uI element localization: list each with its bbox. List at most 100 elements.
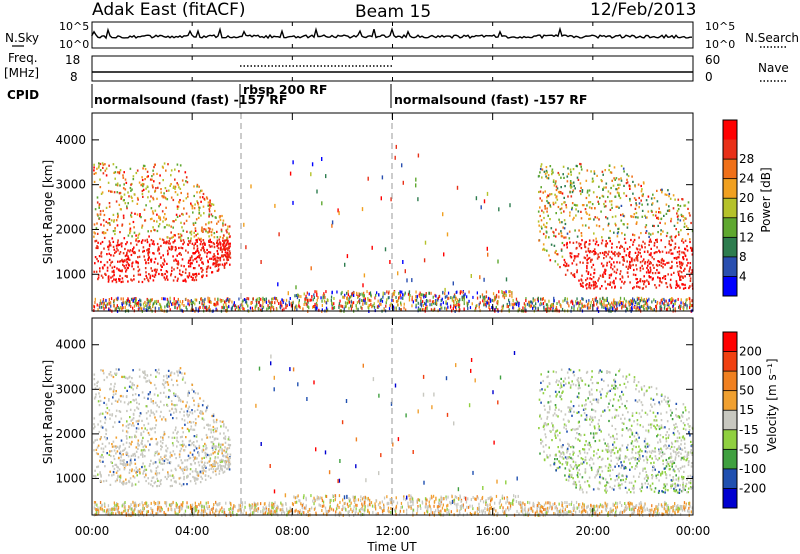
echo-cell xyxy=(509,303,511,307)
echo-cell xyxy=(677,297,679,301)
echo-cell xyxy=(134,454,137,458)
echo-cell xyxy=(566,269,569,272)
colorbar-tick-label: 20 xyxy=(739,191,754,205)
echo-cell xyxy=(186,459,189,462)
echo-cell xyxy=(128,471,131,474)
echo-cell xyxy=(166,377,168,380)
echo-cell xyxy=(609,192,612,195)
echo-cell xyxy=(225,242,228,245)
echo-cell xyxy=(629,462,631,465)
echo-cell xyxy=(346,254,349,259)
echo-cell xyxy=(569,386,572,389)
echo-cell xyxy=(304,297,306,301)
echo-cell xyxy=(157,299,159,303)
echo-cell xyxy=(600,179,603,182)
echo-cell xyxy=(539,230,541,233)
echo-cell xyxy=(120,453,123,456)
echo-cell xyxy=(277,282,279,287)
echo-cell xyxy=(214,470,217,473)
echo-cell xyxy=(312,305,314,309)
colorbar-swatch xyxy=(723,178,737,199)
echo-cell xyxy=(603,202,605,206)
echo-cell xyxy=(641,203,643,206)
echo-cell xyxy=(590,170,592,173)
echo-cell xyxy=(472,295,474,299)
echo-cell xyxy=(604,169,606,172)
echo-cell xyxy=(112,270,115,273)
echo-cell xyxy=(150,239,153,242)
echo-cell xyxy=(666,285,669,289)
echo-cell xyxy=(150,479,153,482)
echo-cell xyxy=(194,252,196,255)
echo-cell xyxy=(645,231,647,234)
echo-cell xyxy=(152,302,154,306)
echo-cell xyxy=(166,381,169,384)
echo-cell xyxy=(228,247,230,250)
echo-cell xyxy=(673,271,675,274)
echo-cell xyxy=(516,300,518,304)
echo-cell xyxy=(178,303,180,307)
echo-cell xyxy=(169,300,171,304)
echo-cell xyxy=(681,239,683,242)
echo-cell xyxy=(204,451,206,454)
echo-cell xyxy=(367,297,369,300)
echo-cell xyxy=(118,203,121,206)
echo-cell xyxy=(182,243,184,246)
echo-cell xyxy=(217,467,219,470)
echo-cell xyxy=(108,245,110,248)
echo-cell xyxy=(572,181,575,184)
echo-cell xyxy=(609,200,611,203)
echo-cell xyxy=(579,190,581,193)
echo-cell xyxy=(308,306,310,310)
echo-cell xyxy=(169,184,171,187)
echo-cell xyxy=(674,307,676,311)
echo-cell xyxy=(497,259,499,264)
echo-cell xyxy=(607,195,609,199)
echo-cell xyxy=(614,215,617,218)
echo-cell xyxy=(296,305,298,309)
echo-cell xyxy=(145,271,147,274)
echo-cell xyxy=(372,304,374,308)
echo-cell xyxy=(158,452,160,455)
echo-cell xyxy=(554,408,557,412)
echo-cell xyxy=(124,386,126,389)
echo-cell xyxy=(119,191,122,195)
echo-cell xyxy=(487,252,489,257)
echo-cell xyxy=(106,261,109,264)
echo-cell xyxy=(132,248,134,251)
echo-cell xyxy=(469,306,472,310)
echo-cell xyxy=(131,196,133,200)
echo-cell xyxy=(636,257,639,260)
echo-cell xyxy=(654,415,657,418)
echo-cell xyxy=(152,252,154,255)
echo-cell xyxy=(543,247,545,250)
echo-cell xyxy=(108,205,111,208)
echo-cell xyxy=(636,248,639,251)
echo-cell xyxy=(670,286,673,289)
echo-cell xyxy=(134,452,136,455)
echo-cell xyxy=(173,453,176,456)
echo-cell xyxy=(174,185,177,188)
echo-cell xyxy=(143,305,145,309)
echo-cell xyxy=(606,489,608,492)
echo-cell xyxy=(197,402,200,406)
echo-cell xyxy=(158,272,160,276)
echo-cell xyxy=(215,307,217,311)
echo-cell xyxy=(572,370,575,373)
echo-cell xyxy=(650,276,652,279)
echo-cell xyxy=(193,247,195,250)
echo-cell xyxy=(175,457,177,460)
echo-cell xyxy=(313,305,315,308)
echo-cell xyxy=(558,190,561,193)
echo-cell xyxy=(159,415,161,418)
echo-cell xyxy=(592,280,595,283)
echo-cell xyxy=(573,259,575,262)
echo-cell xyxy=(571,262,574,265)
echo-cell xyxy=(165,458,167,461)
echo-cell xyxy=(368,292,370,296)
echo-cell xyxy=(546,199,548,203)
echo-cell xyxy=(650,209,653,212)
echo-cell xyxy=(189,262,192,265)
echo-cell xyxy=(213,236,216,239)
echo-cell xyxy=(544,225,546,228)
